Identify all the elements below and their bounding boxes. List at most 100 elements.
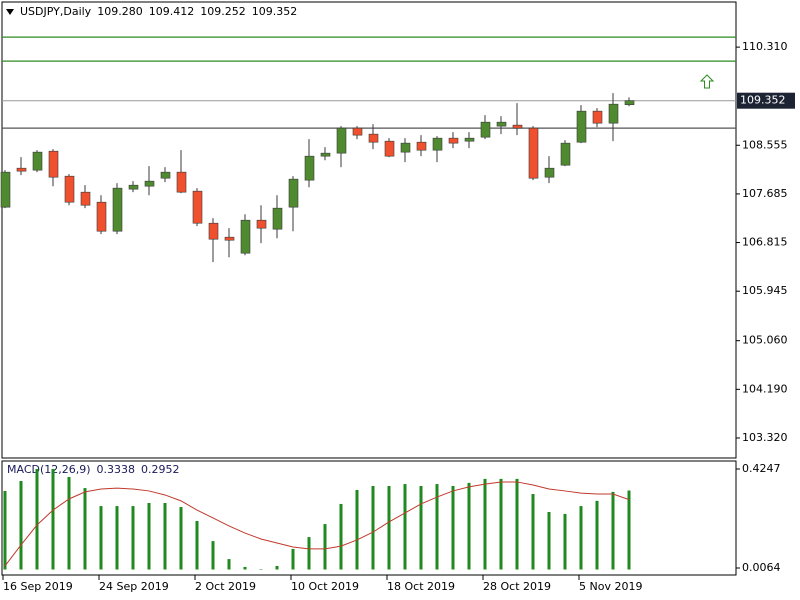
macd-panel: [1, 460, 737, 576]
macd-bar: [211, 541, 215, 570]
candle-body: [608, 103, 619, 124]
macd-bar: [51, 468, 55, 570]
macd-bar: [355, 489, 359, 570]
macd-bar: [531, 494, 535, 570]
candle-body: [496, 121, 507, 127]
macd-bar: [35, 468, 39, 570]
candle-body: [48, 150, 59, 178]
macd-bar: [387, 485, 391, 570]
macd-bar: [19, 480, 23, 570]
candle-body: [80, 191, 91, 206]
macd-bar: [611, 491, 615, 570]
macd-bar: [339, 503, 343, 570]
x-tick-label: 18 Oct 2019: [387, 580, 455, 593]
x-tick-label: 2 Oct 2019: [195, 580, 256, 593]
x-tick-label: 28 Oct 2019: [483, 580, 551, 593]
macd-bar: [563, 513, 567, 570]
macd-bar: [547, 512, 551, 570]
candle-body: [416, 141, 427, 151]
macd-bar: [163, 503, 167, 570]
x-tick-label: 16 Sep 2019: [3, 580, 73, 593]
candle-body: [288, 178, 299, 208]
macd-bar: [275, 565, 279, 570]
y-tick-label: 110.310: [742, 40, 788, 53]
header-value: 109.280: [97, 5, 143, 18]
candle-body: [240, 219, 251, 254]
macd-bar: [323, 524, 327, 570]
candle-body: [528, 127, 539, 179]
candle-body: [208, 222, 219, 240]
main-panel: [1, 1, 737, 459]
candle-body: [384, 140, 395, 157]
candle-body: [64, 175, 75, 203]
macd-bar: [131, 506, 135, 570]
candle-body: [368, 133, 379, 143]
candle-body: [160, 171, 171, 179]
y-tick-label: 105.945: [742, 284, 788, 297]
candle-body: [544, 167, 555, 178]
candle-body: [96, 201, 107, 232]
candle-body: [400, 142, 411, 153]
x-tick-label: 10 Oct 2019: [291, 580, 359, 593]
candle-body: [592, 110, 603, 124]
macd-bar: [67, 476, 71, 570]
candle-body: [512, 124, 523, 129]
macd-bar: [371, 485, 375, 570]
x-tick-label: 24 Sep 2019: [99, 580, 169, 593]
candle-body: [464, 137, 475, 142]
candle-body: [112, 187, 123, 232]
menu-triangle[interactable]: [6, 9, 14, 15]
macd-bar: [595, 500, 599, 570]
y-tick-label: 106.815: [742, 236, 788, 249]
header-value: 109.352: [252, 5, 298, 18]
candle-body: [480, 121, 491, 138]
candle-body: [256, 219, 267, 229]
candle-body: [352, 127, 363, 136]
candle-body: [432, 137, 443, 151]
candle-body: [224, 236, 235, 241]
candle-body: [0, 171, 11, 208]
macd-bar: [467, 482, 471, 570]
candle-body: [560, 142, 571, 166]
candle-body: [336, 127, 347, 154]
candle-body: [624, 100, 635, 106]
signal-line: [4, 481, 630, 567]
x-tick-label: 5 Nov 2019: [579, 580, 642, 593]
buy-arrow: [699, 74, 715, 89]
y-tick-label: 103.320: [742, 431, 788, 444]
candle-body: [128, 184, 139, 190]
candle-body: [144, 180, 155, 187]
candle-body: [576, 110, 587, 143]
last-price-label: 109.352: [740, 94, 786, 107]
macd-bar: [451, 485, 455, 570]
signal-value: 0.2952: [141, 463, 180, 476]
macd-bar: [515, 478, 519, 570]
y-tick-label: 0.4247: [742, 462, 781, 475]
macd-bar: [435, 484, 439, 570]
y-tick-label: 107.685: [742, 187, 788, 200]
candle-body: [448, 137, 459, 144]
macd-bar: [195, 520, 199, 570]
candle-body: [176, 171, 187, 193]
macd-bar: [147, 503, 151, 570]
candle-body: [16, 167, 27, 172]
macd-bar: [291, 548, 295, 570]
macd-bar: [99, 506, 103, 570]
macd-value: 0.3338: [97, 463, 136, 476]
y-tick-label: 105.060: [742, 334, 788, 347]
y-tick-label: 108.555: [742, 138, 788, 151]
last-price-box: [737, 92, 795, 109]
macd-bar: [499, 478, 503, 570]
macd-bar: [243, 566, 247, 570]
header-value: 109.412: [149, 5, 195, 18]
macd-bar: [179, 507, 183, 570]
macd-bar: [579, 506, 583, 570]
chart-title: USDJPY,Daily 109.280 109.412 109.252 109.352: [20, 5, 297, 18]
macd-bar: [83, 488, 87, 570]
y-tick-label: 104.190: [742, 382, 788, 395]
candle-body: [32, 151, 43, 171]
macd-bar: [419, 485, 423, 570]
macd-bar: [115, 506, 119, 570]
